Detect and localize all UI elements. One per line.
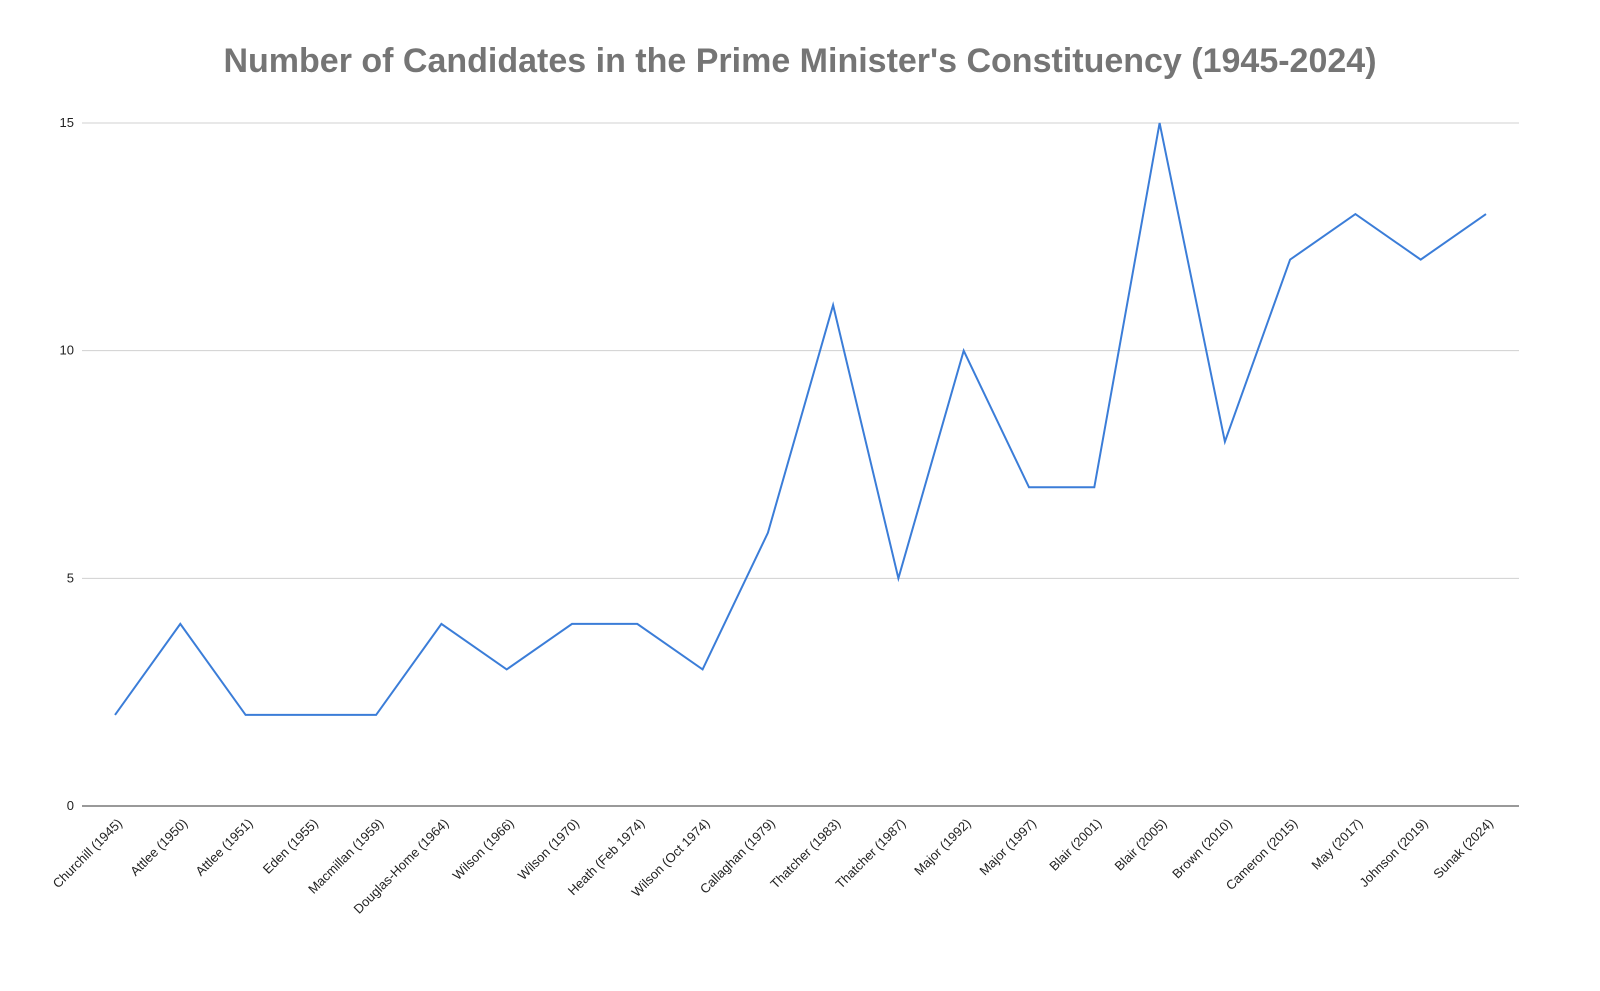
x-tick-label: Wilson (1970) [515,816,582,883]
data-point [243,712,249,718]
x-tick-label: Wilson (1966) [450,816,517,883]
x-tick-label: Attlee (1950) [127,816,190,879]
gridlines [82,122,1519,579]
x-tick-label: Thatcher (1987) [833,816,909,892]
x-tick-label: Johnson (2019) [1356,816,1430,890]
x-axis-ticks: Churchill (1945) Attlee (1950) Attlee (195… [50,816,1496,917]
data-point [634,621,640,627]
data-point [1418,257,1424,263]
data-point [569,621,575,627]
x-tick-label: Churchill (1945) [50,816,125,891]
data-point [438,621,444,627]
y-tick-label: 0 [67,798,74,813]
x-tick-label: Major (1992) [911,816,974,879]
y-tick-label: 15 [60,115,74,130]
x-tick-label: Brown (2010) [1169,816,1235,882]
data-point [1157,120,1163,126]
data-point [373,712,379,718]
x-tick-label: May (2017) [1308,816,1365,873]
series-layer [112,120,1489,718]
data-point [765,530,771,536]
data-point [961,348,967,354]
data-point [1287,257,1293,263]
y-tick-label: 10 [60,343,74,358]
data-point [700,666,706,672]
x-tick-label: Thatcher (1983) [767,816,843,892]
x-tick-label: Eden (1955) [260,816,321,877]
data-point [830,302,836,308]
x-tick-label: Blair (2005) [1112,816,1170,874]
data-point [1091,484,1097,490]
data-point [1222,439,1228,445]
chart-title: Number of Candidates in the Prime Minist… [223,42,1377,80]
data-point [1483,211,1489,217]
y-axis-ticks: 0 5 10 15 [60,115,74,813]
x-tick-label: Major (1997) [976,816,1039,879]
data-point [1026,484,1032,490]
data-point [504,666,510,672]
data-point [112,712,118,718]
x-tick-label: Attlee (1951) [192,816,255,879]
data-point [895,575,901,581]
x-tick-label: Sunak (2024) [1430,816,1496,882]
series-line [114,122,1487,716]
x-tick-label: Cameron (2015) [1223,816,1301,894]
x-tick-label: Blair (2001) [1046,816,1104,874]
data-point [177,621,183,627]
data-point [1352,211,1358,217]
y-tick-label: 5 [67,570,74,585]
data-point [308,712,314,718]
